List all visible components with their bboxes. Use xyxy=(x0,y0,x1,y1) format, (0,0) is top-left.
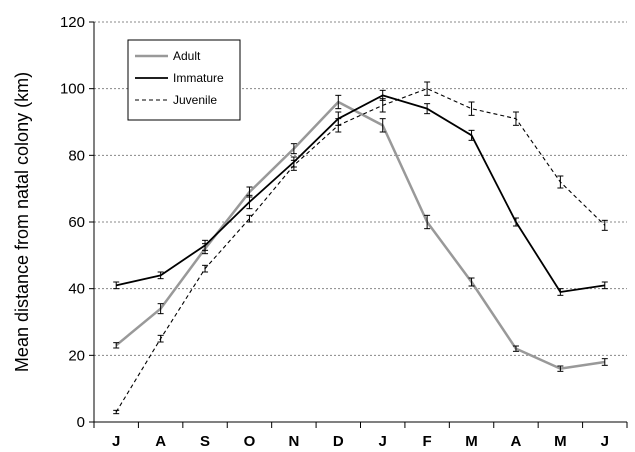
error-bar xyxy=(113,281,120,290)
error-bar xyxy=(335,94,342,110)
error-bar xyxy=(601,358,608,366)
error-bar xyxy=(379,98,386,113)
error-bar xyxy=(246,194,253,210)
series-line xyxy=(115,88,606,413)
axes xyxy=(89,21,628,428)
y-tick-label: 100 xyxy=(60,81,85,98)
y-tick-label: 40 xyxy=(68,281,85,298)
series-adult xyxy=(113,94,608,372)
error-bar xyxy=(424,103,431,115)
error-bar xyxy=(512,217,519,227)
y-tick-label: 0 xyxy=(77,414,85,431)
error-bar xyxy=(468,129,475,141)
error-bar xyxy=(246,214,253,223)
error-bar xyxy=(157,334,164,343)
x-tick-label: D xyxy=(333,433,344,450)
x-tick-label: M xyxy=(554,433,567,450)
grid-lines xyxy=(94,21,627,356)
error-bar xyxy=(512,345,519,352)
legend-label: Immature xyxy=(173,71,224,85)
error-bar xyxy=(424,214,431,230)
x-tick-label: A xyxy=(155,433,166,450)
x-tick-label: M xyxy=(465,433,478,450)
error-bar xyxy=(290,159,297,171)
error-bar xyxy=(601,281,608,290)
error-bar xyxy=(202,264,209,273)
x-tick-label: A xyxy=(511,433,522,450)
x-tick-label: J xyxy=(601,433,609,450)
error-bar xyxy=(157,271,164,280)
error-bar xyxy=(557,288,564,296)
error-bar xyxy=(601,219,608,231)
error-bar xyxy=(424,81,431,96)
error-bar xyxy=(335,118,342,133)
y-axis-title: Mean distance from natal colony (km) xyxy=(12,72,32,372)
series-juvenile xyxy=(113,81,608,415)
legend-box xyxy=(127,39,241,121)
error-bar xyxy=(557,175,564,189)
x-tick-label: J xyxy=(379,433,387,450)
series-line xyxy=(116,94,605,293)
x-tick-label: F xyxy=(423,433,432,450)
y-tick-label: 120 xyxy=(60,14,85,31)
error-bar xyxy=(468,277,475,287)
y-tick-labels: 0 20 40 60 80 100 120 xyxy=(60,14,85,431)
error-bar xyxy=(379,118,386,133)
error-bar xyxy=(512,111,519,126)
error-bar xyxy=(290,143,297,155)
legend-label: Juvenile xyxy=(173,93,217,107)
series xyxy=(113,81,608,415)
y-tick-label: 20 xyxy=(68,347,85,364)
y-tick-label: 60 xyxy=(68,214,85,231)
legend: Adult Immature Juvenile xyxy=(127,39,241,121)
error-bar xyxy=(468,101,475,116)
x-tick-label: O xyxy=(244,433,256,450)
error-bar xyxy=(113,342,120,349)
series-line xyxy=(115,100,605,370)
x-tick-label: N xyxy=(288,433,299,450)
series-immature xyxy=(113,89,608,296)
error-bar xyxy=(557,365,564,372)
error-bar xyxy=(157,303,164,315)
x-tick-label: S xyxy=(200,433,210,450)
error-bar xyxy=(202,239,209,251)
y-tick-label: 80 xyxy=(68,147,85,164)
x-tick-label: J xyxy=(112,433,120,450)
legend-label: Adult xyxy=(173,49,201,63)
error-bar xyxy=(113,409,120,415)
